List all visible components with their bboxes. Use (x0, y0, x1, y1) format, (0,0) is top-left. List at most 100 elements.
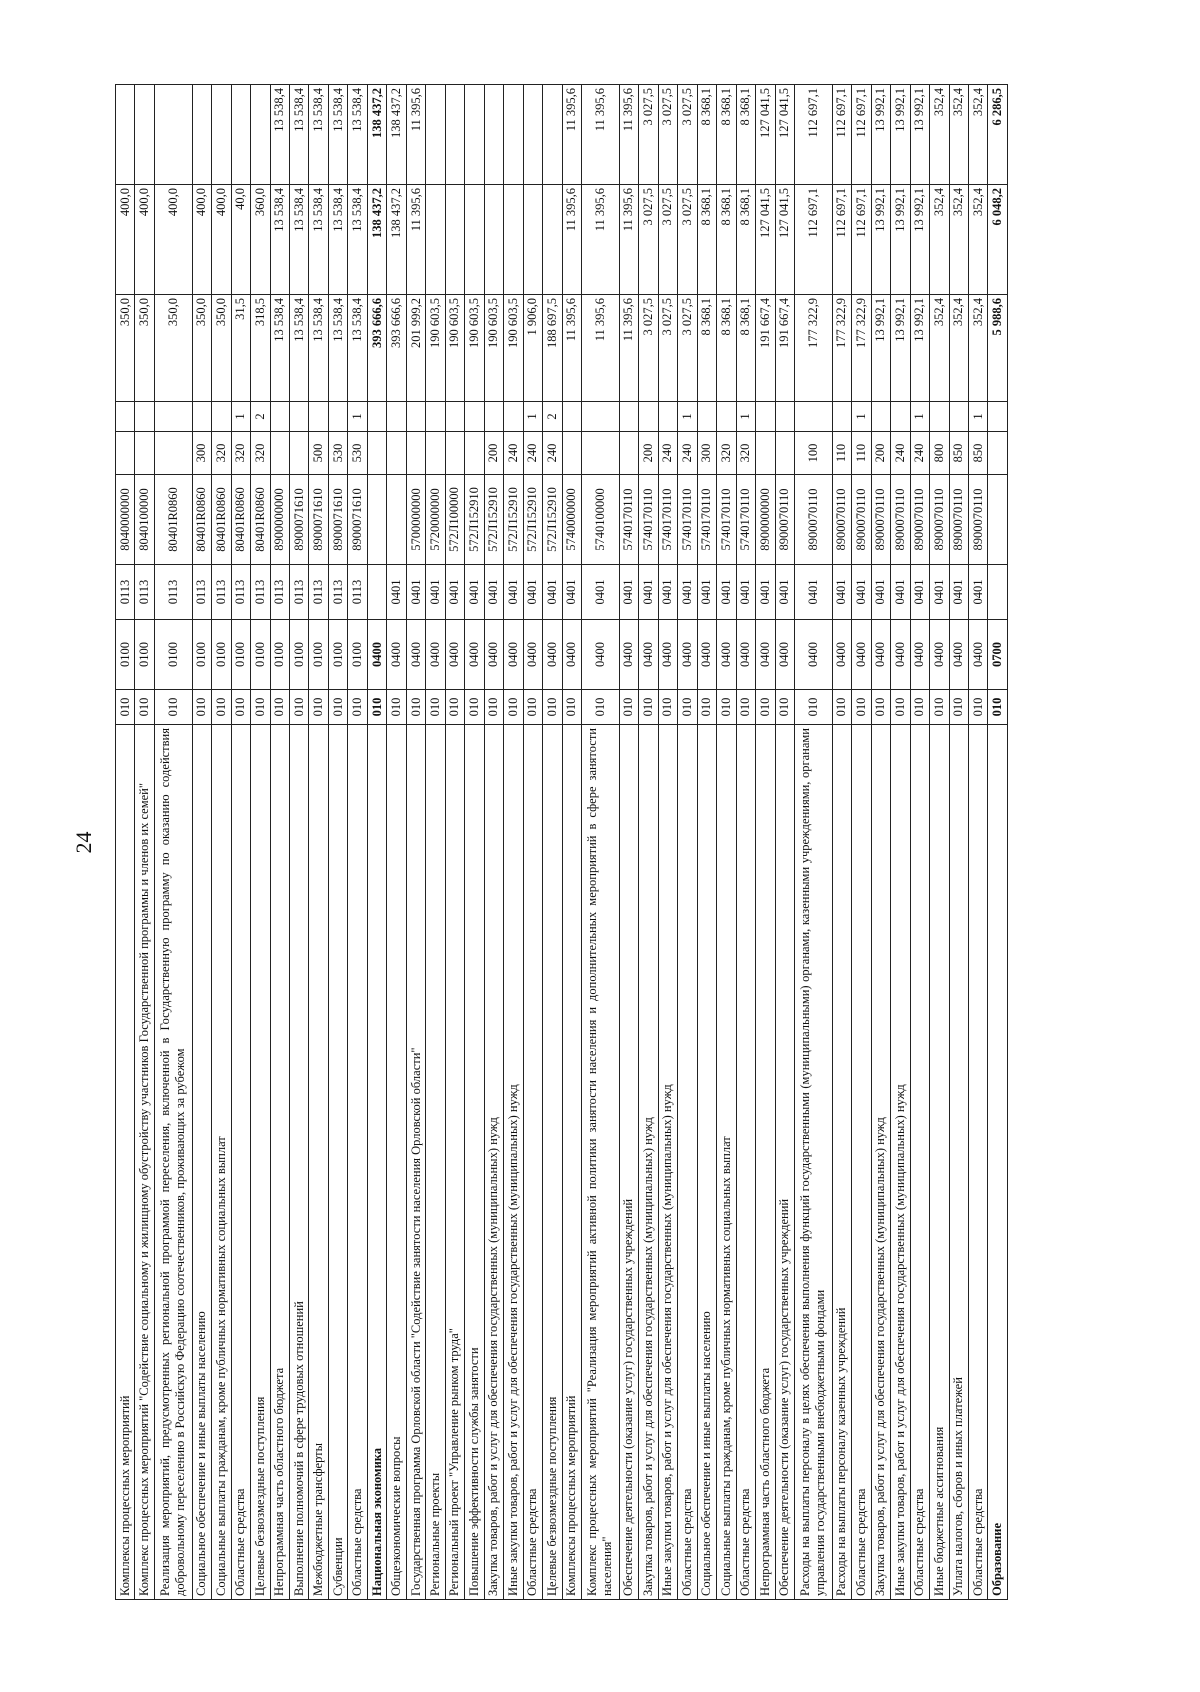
item-name: Областные средства (910, 724, 930, 1600)
table-row: Областные средства 010 0100 0113 8900071610 5… (347, 84, 368, 1600)
item-name: Социальные выплаты гражданам, кроме публ… (211, 724, 232, 1600)
expense-type-code: 240 (658, 431, 678, 475)
table-row: Повышение эффективности службы занятости… (464, 84, 485, 1600)
subsection-code (987, 564, 1008, 620)
amount-year-3: 13 992,1 (890, 84, 911, 185)
table-row: Субвенции 010 0100 0113 8900071610 530 13 538,… (328, 84, 348, 1600)
amount-year-2: 352,4 (949, 184, 969, 295)
source-marker (697, 401, 717, 432)
expense-type-code (445, 431, 465, 475)
amount-year-3 (523, 84, 543, 185)
grbs-code: 010 (619, 689, 639, 725)
table-row: Областные средства 010 0100 0113 80401R0860 3… (231, 84, 251, 1600)
expense-type-code (425, 431, 446, 475)
item-name: Государственная программа Орловской обла… (406, 724, 426, 1600)
table-row: Закупка товаров, работ и услуг для обесп… (638, 84, 659, 1600)
source-marker (929, 401, 949, 432)
amount-year-3 (115, 84, 135, 185)
target-article-code: 5720000000 (425, 474, 446, 565)
amount-year-2: 11 395,6 (581, 184, 620, 295)
amount-year-2: 13 538,4 (347, 184, 368, 295)
item-name: Областные средства (677, 724, 698, 1600)
target-article-code: 5740170110 (677, 474, 698, 565)
source-marker: 2 (542, 401, 563, 432)
expense-type-code: 240 (523, 431, 543, 475)
grbs-code: 010 (987, 689, 1008, 725)
budget-table: Комплексы процессных мероприятий 010 0100 0… (115, 84, 1008, 1600)
grbs-code: 010 (638, 689, 659, 725)
section-code: 0400 (386, 619, 407, 690)
target-article-code: 8900071610 (347, 474, 368, 565)
subsection-code: 0401 (910, 564, 930, 620)
amount-year-2: 8 368,1 (697, 184, 717, 295)
amount-year-2: 11 395,6 (562, 184, 582, 295)
source-marker (658, 401, 678, 432)
section-code: 0400 (638, 619, 659, 690)
grbs-code: 010 (794, 689, 833, 725)
section-code: 0400 (581, 619, 620, 690)
section-code: 0400 (910, 619, 930, 690)
amount-year-2: 13 538,4 (289, 184, 309, 295)
grbs-code: 010 (328, 689, 348, 725)
expense-type-code: 240 (503, 431, 524, 475)
amount-year-1: 190 603,5 (464, 294, 485, 402)
target-article-code: 5740170110 (619, 474, 639, 565)
amount-year-1: 3 027,5 (677, 294, 698, 402)
amount-year-1: 11 395,6 (619, 294, 639, 402)
table-row: Социальное обеспечение и иные выплаты на… (192, 84, 212, 1600)
amount-year-3: 11 395,6 (619, 84, 639, 185)
amount-year-1: 8 368,1 (716, 294, 737, 402)
amount-year-3: 11 395,6 (581, 84, 620, 185)
item-name: Уплата налогов, сборов и иных платежей (949, 724, 969, 1600)
amount-year-1: 350,0 (134, 294, 155, 402)
item-name: Расходы на выплаты персоналу казенных уч… (832, 724, 852, 1600)
section-code: 0100 (134, 619, 155, 690)
target-article-code: 5740170110 (736, 474, 756, 565)
grbs-code: 010 (386, 689, 407, 725)
expense-type-code: 240 (677, 431, 698, 475)
source-marker (581, 401, 620, 432)
grbs-code: 010 (406, 689, 426, 725)
subsection-code: 0401 (890, 564, 911, 620)
target-article-code: 8900070110 (832, 474, 852, 565)
table-row: Областные средства 010 0400 0401 8900070110 2… (910, 84, 930, 1600)
amount-year-3: 13 992,1 (910, 84, 930, 185)
amount-year-3: 13 538,4 (328, 84, 348, 185)
source-marker (386, 401, 407, 432)
amount-year-2: 352,4 (968, 184, 988, 295)
source-marker (562, 401, 582, 432)
expense-type-code: 200 (484, 431, 504, 475)
expense-type-code: 320 (231, 431, 251, 475)
table-row: Реализация мероприятий, предусмотренных … (154, 84, 193, 1600)
item-name: Образование (987, 724, 1008, 1600)
grbs-code: 010 (658, 689, 678, 725)
amount-year-3: 112 697,1 (851, 84, 872, 185)
table-row: Комплексы процессных мероприятий 010 0100 0… (115, 84, 135, 1600)
item-name: Общеэкономические вопросы (386, 724, 407, 1600)
table-row: Иные закупки товаров, работ и услуг для … (890, 84, 911, 1600)
amount-year-1: 191 667,4 (775, 294, 795, 402)
target-article-code: 572Л152910 (542, 474, 563, 565)
table-row: Общеэкономические вопросы 010 0400 0401 393 … (386, 84, 407, 1600)
amount-year-3 (484, 84, 504, 185)
subsection-code: 0113 (134, 564, 155, 620)
amount-year-2: 138 437,2 (367, 184, 387, 295)
table-row: Социальные выплаты гражданам, кроме публ… (211, 84, 232, 1600)
amount-year-3 (134, 84, 155, 185)
subsection-code: 0113 (328, 564, 348, 620)
amount-year-1: 8 368,1 (736, 294, 756, 402)
amount-year-2: 400,0 (211, 184, 232, 295)
source-marker: 1 (968, 401, 988, 432)
grbs-code: 010 (154, 689, 193, 725)
item-name: Повышение эффективности службы занятости (464, 724, 485, 1600)
section-code: 0100 (192, 619, 212, 690)
table-row: Целевые безвозмездные поступления 010 0100… (250, 84, 271, 1600)
grbs-code: 010 (677, 689, 698, 725)
target-article-code: 80401R0860 (154, 474, 193, 565)
section-code: 0400 (775, 619, 795, 690)
section-code: 0400 (406, 619, 426, 690)
amount-year-1: 13 538,4 (270, 294, 290, 402)
expense-type-code: 800 (929, 431, 949, 475)
amount-year-1: 190 603,5 (484, 294, 504, 402)
table-row: Комплексы процессных мероприятий 010 0400 0… (562, 84, 582, 1600)
